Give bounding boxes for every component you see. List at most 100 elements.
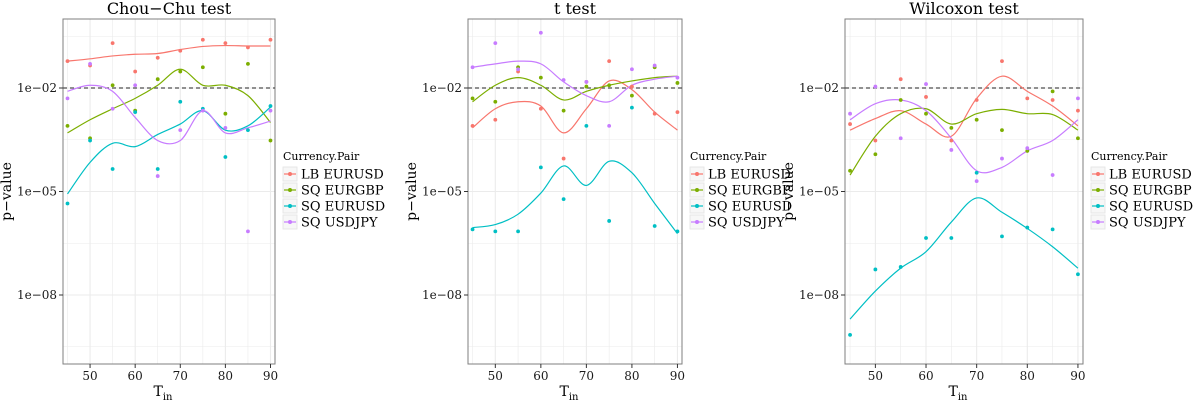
data-point xyxy=(246,61,250,66)
data-point xyxy=(538,165,543,170)
smooth-line-sq-eurgbp xyxy=(472,75,678,103)
data-point xyxy=(873,138,878,143)
x-tick-label: 90 xyxy=(263,369,278,383)
data-point xyxy=(1000,59,1004,64)
legend-key-point xyxy=(695,172,699,176)
data-point xyxy=(223,125,228,130)
y-tick-label: 1e−02 xyxy=(799,81,839,95)
chart-title: Chou−Chu test xyxy=(107,0,232,18)
legend-title: Currency.Pair xyxy=(283,150,360,163)
chart-panel-1: 50 60 70 80 90 1e−08 1e−05 1e−02 Chou−Chu test Ti… xyxy=(0,0,385,402)
x-tick-label: 70 xyxy=(579,369,594,383)
data-point xyxy=(630,93,634,98)
data-point xyxy=(110,83,115,88)
chart-panel-2: 50 60 70 80 90 1e−08 1e−05 1e−02 t test Tin p−valu… xyxy=(404,0,792,402)
data-point xyxy=(110,41,115,46)
data-point xyxy=(561,197,566,202)
data-point xyxy=(470,227,475,232)
legend-title: Currency.Pair xyxy=(690,150,767,163)
data-point xyxy=(88,61,92,66)
data-point xyxy=(470,96,475,101)
data-point xyxy=(584,123,589,128)
legend-title: Currency.Pair xyxy=(1091,150,1168,163)
data-point xyxy=(1000,156,1004,161)
legend-key-point xyxy=(288,204,292,208)
x-axis-label: Tin xyxy=(154,384,174,402)
data-point xyxy=(607,219,612,223)
y-tick-label: 1e−08 xyxy=(17,288,57,302)
data-point xyxy=(949,138,954,143)
data-point xyxy=(493,99,498,104)
legend-key-point xyxy=(1096,188,1100,192)
data-point xyxy=(848,111,852,116)
data-point xyxy=(246,45,250,50)
data-point xyxy=(538,106,543,111)
data-point xyxy=(675,110,680,115)
data-point xyxy=(223,155,228,159)
legend-key-point xyxy=(695,188,699,192)
data-point xyxy=(1025,149,1030,153)
legend-key-point xyxy=(288,188,292,192)
data-point xyxy=(200,37,205,42)
data-point xyxy=(110,167,115,171)
data-point xyxy=(607,59,612,64)
data-point xyxy=(1000,128,1004,133)
data-point xyxy=(607,83,612,88)
data-point xyxy=(848,122,852,126)
x-tick-label: 90 xyxy=(1070,369,1085,383)
legend-entry-label: SQ USDJPY xyxy=(301,216,378,231)
data-point xyxy=(607,123,612,128)
data-point xyxy=(924,111,928,116)
y-tick-label: 1e−02 xyxy=(422,81,462,95)
data-point xyxy=(652,63,657,68)
data-point xyxy=(155,174,160,178)
data-point xyxy=(1050,98,1055,102)
x-tick-label: 90 xyxy=(670,369,685,383)
data-point xyxy=(652,224,657,228)
x-tick-label: 70 xyxy=(969,369,984,383)
data-point xyxy=(155,77,160,82)
data-point xyxy=(652,111,657,116)
x-tick-label: 60 xyxy=(128,369,143,383)
data-point xyxy=(924,95,928,99)
data-point xyxy=(246,128,250,133)
x-tick-label: 80 xyxy=(218,369,233,383)
data-point xyxy=(1076,136,1080,141)
smooth-line-lb-eurusd xyxy=(67,44,271,62)
data-point xyxy=(178,69,183,74)
legend-entry-label: SQ EURGBP xyxy=(708,184,791,199)
legend-entry-label: SQ EURUSD xyxy=(301,200,385,215)
data-point xyxy=(470,65,475,70)
data-point xyxy=(630,84,634,89)
data-point xyxy=(493,229,498,234)
x-tick-label: 70 xyxy=(173,369,188,383)
data-point xyxy=(538,30,543,35)
x-axis-label: Tin xyxy=(560,384,580,402)
data-point xyxy=(268,108,273,113)
data-point xyxy=(155,55,160,60)
legend-key-point xyxy=(1096,204,1100,208)
data-point xyxy=(584,84,589,89)
smooth-line-lb-eurusd xyxy=(472,79,678,134)
data-point xyxy=(65,201,70,206)
data-point xyxy=(1050,89,1055,94)
data-point xyxy=(200,65,205,70)
data-point xyxy=(1076,108,1080,113)
legend-entry-label: LB EURUSD xyxy=(301,168,384,183)
data-point xyxy=(1076,272,1080,277)
smooth-line-sq-eurusd xyxy=(849,197,1079,320)
legend-entry-label: SQ USDJPY xyxy=(1109,216,1186,231)
y-tick-label: 1e−08 xyxy=(422,288,462,302)
data-point xyxy=(155,167,160,171)
chart-panel-3: 50 60 70 80 90 1e−08 1e−05 1e−02 Wilcoxon test Ti… xyxy=(781,0,1193,402)
x-tick-label: 60 xyxy=(533,369,548,383)
smooth-line-sq-usdjpy xyxy=(849,98,1079,174)
data-point xyxy=(898,98,903,102)
data-point xyxy=(223,41,228,46)
data-point xyxy=(1000,234,1004,239)
data-point xyxy=(675,75,680,80)
data-point xyxy=(898,136,903,141)
data-point xyxy=(133,83,138,88)
legend-entry-label: SQ EURGBP xyxy=(1109,184,1192,199)
